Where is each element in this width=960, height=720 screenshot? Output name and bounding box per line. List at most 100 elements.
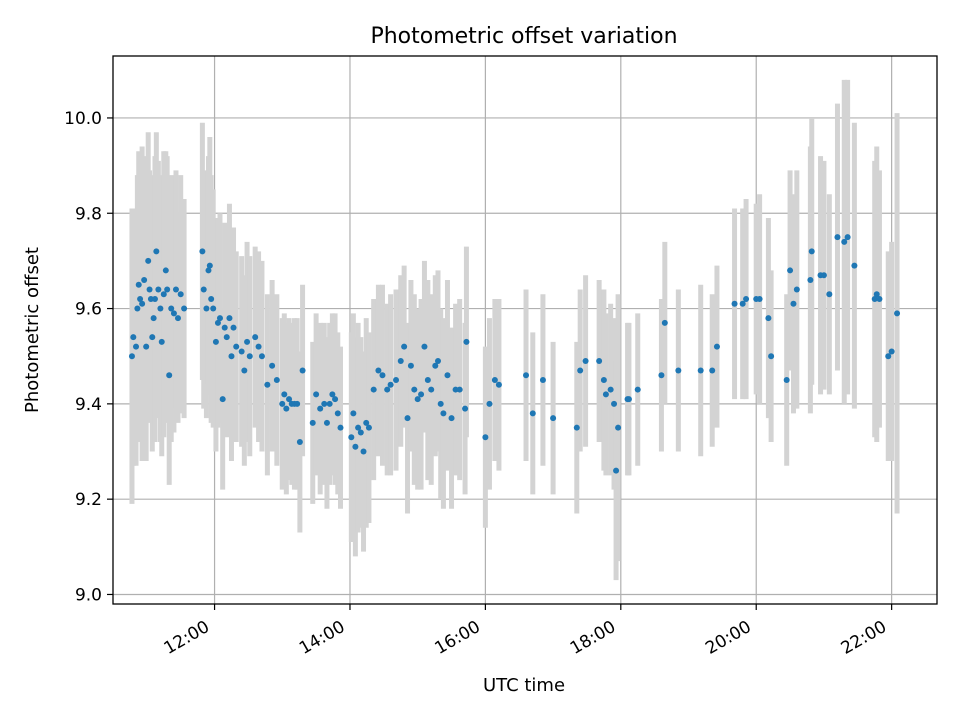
data-point	[170, 310, 177, 317]
y-tick-label: 10.0	[64, 109, 102, 129]
data-point	[523, 372, 530, 379]
data-point	[350, 410, 357, 417]
data-point	[407, 362, 414, 369]
data-point	[432, 362, 439, 369]
data-point	[244, 338, 251, 345]
data-point	[296, 438, 303, 445]
data-point	[387, 381, 394, 388]
chart-title: Photometric offset variation	[370, 24, 677, 49]
data-point	[214, 319, 221, 326]
data-point	[539, 377, 546, 384]
data-point	[482, 434, 489, 441]
data-point	[145, 257, 152, 264]
y-tick-label: 9.4	[75, 395, 102, 415]
data-point	[787, 267, 794, 274]
data-point	[252, 334, 259, 341]
data-point	[355, 424, 362, 431]
data-point	[357, 429, 364, 436]
data-point	[255, 343, 262, 350]
data-point	[661, 319, 668, 326]
data-point	[876, 296, 883, 303]
data-point	[424, 377, 431, 384]
data-point	[283, 405, 290, 412]
data-point	[600, 377, 607, 384]
data-point	[360, 448, 367, 455]
x-tick-label: 20:00	[702, 617, 754, 659]
data-point	[375, 367, 382, 374]
data-point	[428, 386, 435, 393]
data-point	[208, 296, 215, 303]
data-point	[486, 400, 493, 407]
data-point	[596, 357, 603, 364]
data-point	[149, 334, 156, 341]
data-point	[888, 348, 895, 355]
data-point	[783, 377, 790, 384]
data-point	[709, 367, 716, 374]
data-point	[286, 396, 293, 403]
data-point	[768, 353, 775, 360]
data-point	[602, 391, 609, 398]
data-point	[401, 343, 408, 350]
data-point	[577, 367, 584, 374]
data-point	[808, 248, 815, 255]
y-tick-label: 9.2	[75, 490, 102, 510]
data-point	[273, 377, 280, 384]
data-point	[134, 305, 141, 312]
data-point	[135, 281, 142, 288]
data-point	[348, 434, 355, 441]
data-point	[221, 324, 228, 331]
data-point	[491, 377, 498, 384]
data-point	[634, 386, 641, 393]
data-point	[133, 343, 140, 350]
data-point	[658, 372, 665, 379]
data-point	[582, 357, 589, 364]
data-point	[269, 362, 276, 369]
x-tick-label: 18:00	[567, 617, 619, 659]
x-axis-ticks: 12:00 14:00 16:00 18:00 20:00 22:00	[161, 604, 893, 659]
x-tick-label: 14:00	[296, 617, 348, 659]
data-point	[210, 305, 217, 312]
data-point	[200, 286, 207, 293]
data-point	[463, 338, 470, 345]
data-point	[352, 443, 359, 450]
data-point	[323, 419, 330, 426]
data-point	[444, 372, 451, 379]
data-point	[317, 405, 324, 412]
data-point	[370, 386, 377, 393]
plot-frame	[112, 55, 938, 605]
data-point	[363, 419, 370, 426]
data-point	[834, 234, 841, 241]
data-point	[462, 405, 469, 412]
data-point	[326, 400, 333, 407]
data-point	[241, 367, 248, 374]
error-bars	[129, 79, 900, 581]
data-point	[228, 353, 235, 360]
y-tick-label: 9.8	[75, 204, 102, 224]
data-point	[418, 391, 425, 398]
data-point	[456, 386, 463, 393]
data-point	[894, 310, 901, 317]
data-point	[495, 381, 502, 388]
data-point	[264, 381, 271, 388]
data-point	[743, 296, 750, 303]
x-axis-label: UTC time	[483, 675, 565, 696]
data-point	[851, 262, 858, 269]
data-point	[212, 338, 219, 345]
data-point	[321, 400, 328, 407]
data-point	[279, 400, 286, 407]
data-point	[162, 267, 169, 274]
data-point	[844, 234, 851, 241]
data-point	[181, 305, 188, 312]
data-point	[437, 400, 444, 407]
data-point	[334, 410, 341, 417]
data-point	[174, 315, 181, 322]
data-point	[128, 353, 135, 360]
x-tick-label: 22:00	[838, 617, 890, 659]
data-point	[871, 296, 878, 303]
data-point	[434, 357, 441, 364]
data-point	[172, 286, 179, 293]
data-point	[713, 343, 720, 350]
data-point	[790, 300, 797, 307]
data-point	[199, 248, 206, 255]
